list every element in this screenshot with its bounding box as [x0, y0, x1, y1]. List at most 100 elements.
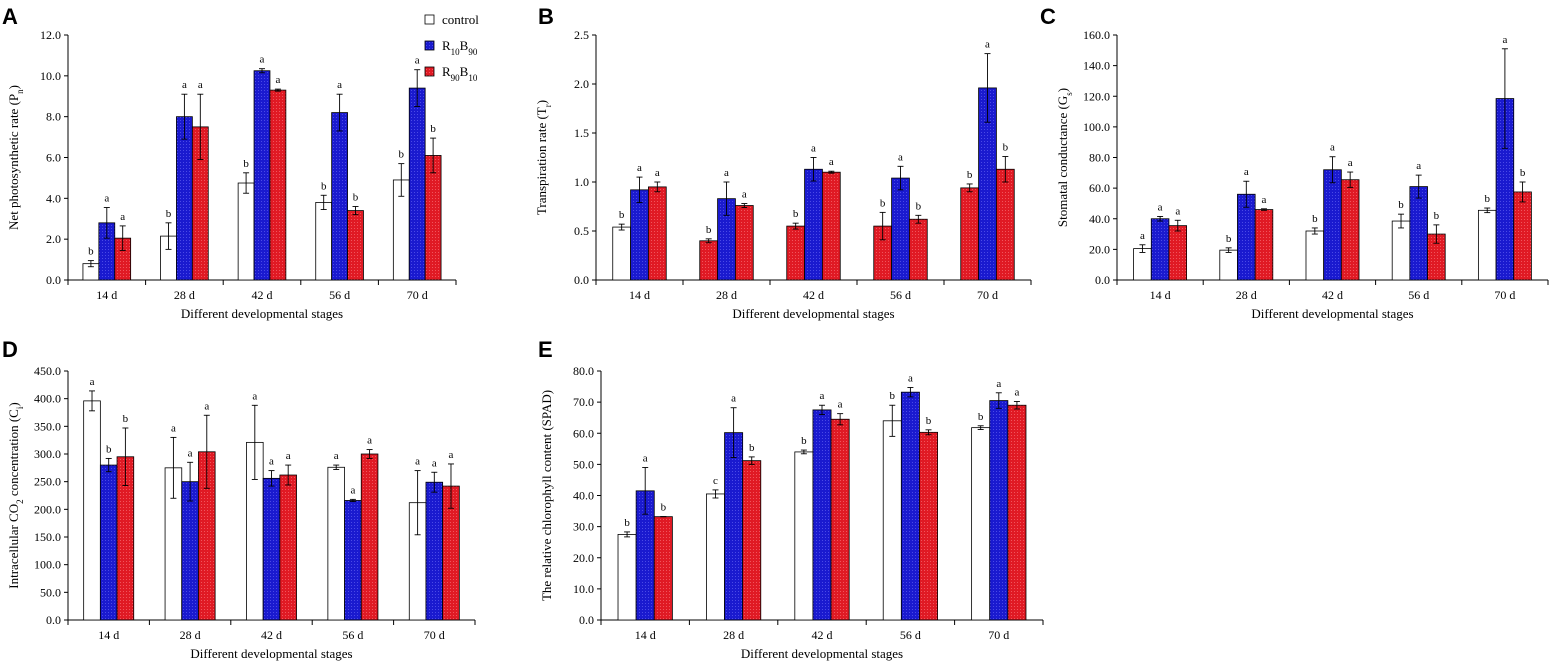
- bar-control: [327, 466, 345, 621]
- bar-r90b10: [919, 431, 938, 621]
- bar-r10b90: [331, 112, 348, 281]
- text-part: ): [534, 100, 549, 104]
- y-tick-label: 40.0: [573, 489, 594, 503]
- significance-label: a: [269, 456, 274, 468]
- y-tick-label: 10.0: [573, 582, 594, 596]
- bar-r10b90: [262, 477, 281, 621]
- error-bar: [1013, 401, 1020, 410]
- error-bar: [430, 137, 437, 174]
- error-bar: [810, 157, 817, 182]
- legend-label: R10B90: [442, 38, 478, 57]
- significance-label: a: [898, 151, 903, 163]
- text-part: ): [6, 85, 21, 89]
- error-bar: [819, 404, 825, 416]
- significance-label: a: [838, 399, 843, 411]
- x-tick-label: 28 d: [180, 628, 201, 642]
- chart-panel-e: E 0.0 10.0 20.0 30.0 40.0 50.0 60.0 70.0 80.0 14 d…: [538, 337, 1044, 661]
- bar-control: [1133, 248, 1152, 281]
- text-part: r: [543, 104, 553, 107]
- significance-label: a: [90, 376, 95, 388]
- y-tick-label: 140.0: [1083, 59, 1110, 73]
- significance-label: a: [286, 450, 291, 462]
- text-part: The relative chlorophyll content (SPAD): [539, 390, 554, 601]
- error-bar: [181, 93, 188, 140]
- legend-label: R90B10: [442, 64, 478, 83]
- x-axis-title: Different developmental stages: [741, 646, 903, 661]
- bar-control: [971, 427, 991, 621]
- x-tick-label: 56 d: [329, 288, 350, 302]
- bar-control: [699, 240, 718, 281]
- y-tick-label: 20.0: [573, 551, 594, 565]
- bar-r10b90: [408, 87, 426, 281]
- bar-r10b90: [176, 116, 193, 281]
- y-tick-label: 2.0: [46, 232, 61, 246]
- x-tick-label: 28 d: [1236, 288, 1257, 302]
- y-tick-label: 2.0: [574, 77, 589, 91]
- x-tick-label: 56 d: [900, 628, 921, 642]
- y-tick-label: 10.0: [40, 69, 61, 83]
- text-part: Intracellular CO: [6, 504, 21, 589]
- bar-control: [960, 187, 979, 281]
- x-axis-title: Different developmental stages: [732, 306, 894, 321]
- chart-panel-a: A 0.0 2.0 4.0 6.0 8.0 10.0 12.0 14 d 28 d 42 d 56 d…: [2, 4, 457, 321]
- y-tick-label: 4.0: [46, 191, 61, 205]
- significance-label: c: [713, 475, 718, 487]
- x-axis-title: Different developmental stages: [181, 306, 343, 321]
- error-bar: [730, 407, 737, 458]
- significance-label: a: [1348, 157, 1353, 169]
- bar-control: [1391, 220, 1411, 281]
- bar-r90b10: [830, 418, 850, 621]
- error-bar: [447, 463, 454, 509]
- bar-r10b90: [724, 432, 744, 621]
- error-bar: [925, 429, 932, 436]
- x-tick-label: 28 d: [723, 628, 744, 642]
- error-bar: [907, 387, 914, 398]
- significance-label: b: [967, 169, 973, 181]
- bar-r90b10: [1254, 209, 1274, 281]
- bar-r10b90: [630, 189, 649, 281]
- legend-swatch-control: [424, 14, 435, 25]
- y-axis-title: Net photosynthetic rate (Pn): [6, 85, 25, 230]
- bar-r90b10: [1007, 404, 1027, 621]
- significance-label: b: [123, 413, 129, 425]
- y-tick-label: 250.0: [34, 475, 61, 489]
- error-bar: [995, 392, 1002, 409]
- x-tick-label: 14 d: [1150, 288, 1171, 302]
- panel-letter: C: [1040, 4, 1056, 29]
- significance-label: b: [916, 200, 922, 212]
- error-bar: [251, 404, 258, 480]
- significance-label: a: [198, 79, 203, 91]
- significance-label: b: [926, 415, 932, 427]
- y-tick-label: 100.0: [34, 558, 61, 572]
- bar-control: [617, 534, 637, 621]
- bar-r90b10: [735, 205, 754, 281]
- bar-control: [1305, 230, 1325, 281]
- significance-label: a: [1158, 201, 1163, 213]
- significance-label: a: [996, 378, 1001, 390]
- panel-letter: D: [2, 337, 18, 362]
- bar-r90b10: [360, 453, 379, 621]
- legend-swatch-r10b90: [424, 40, 435, 51]
- bar-r90b10: [653, 516, 673, 621]
- text-part: ): [6, 402, 21, 406]
- bar-r10b90: [181, 481, 199, 621]
- y-tick-label: 350.0: [34, 419, 61, 433]
- significance-label: b: [1312, 213, 1318, 225]
- error-bar: [274, 88, 281, 92]
- significance-label: b: [430, 123, 436, 135]
- bar-r10b90: [900, 391, 920, 621]
- y-tick-label: 0.0: [579, 613, 594, 627]
- x-tick-label: 14 d: [635, 628, 656, 642]
- y-tick-label: 0.0: [1095, 273, 1110, 287]
- error-bar: [800, 449, 807, 455]
- error-bar: [187, 461, 194, 502]
- bar-control: [612, 226, 631, 281]
- error-bar: [618, 223, 625, 231]
- y-tick-label: 6.0: [46, 151, 61, 165]
- significance-label: b: [243, 158, 249, 170]
- error-bar: [170, 436, 177, 499]
- error-bar: [1139, 244, 1146, 253]
- error-bar: [1519, 181, 1526, 203]
- error-bar: [889, 404, 896, 437]
- error-bar: [837, 413, 844, 426]
